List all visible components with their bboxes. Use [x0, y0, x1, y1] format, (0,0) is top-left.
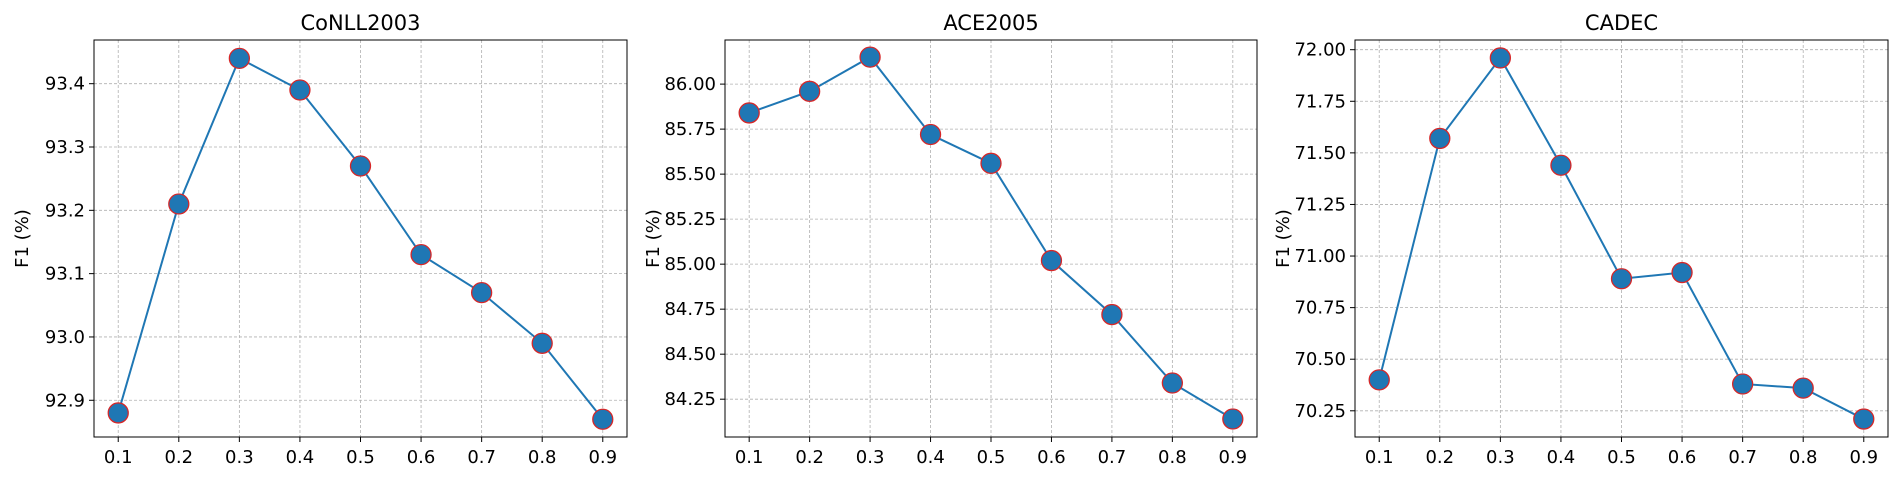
y-tick-label: 84.25: [664, 389, 716, 410]
y-axis-label: F1 (%): [1273, 209, 1294, 268]
x-tick-label: 0.4: [1547, 447, 1576, 468]
chart-panel-1: 0.1 0.2 0.3 0.4 0.5 0.6 0.7 0.8 0.9 84.25 84.50 84.…: [643, 11, 1258, 468]
data-point: [1040, 249, 1063, 272]
data-point: [798, 80, 821, 102]
plot-frame: [1354, 39, 1889, 438]
x-tick-label: 0.8: [1158, 447, 1187, 468]
data-point: [1792, 377, 1814, 399]
data-point: [531, 332, 553, 354]
y-tick-label: 84.50: [664, 344, 716, 365]
y-tick-label: 85.75: [664, 119, 716, 140]
x-tick-label: 0.5: [1607, 447, 1636, 468]
x-tick-label: 0.7: [467, 447, 496, 468]
x-tick-label: 0.4: [916, 447, 945, 468]
y-tick-label: 71.75: [1294, 91, 1346, 112]
y-tick-label: 93.1: [45, 264, 85, 285]
data-point: [1161, 372, 1184, 394]
x-tick-label: 0.1: [104, 447, 133, 468]
y-tick-label: 71.50: [1294, 143, 1346, 164]
plot-frame: [724, 39, 1258, 438]
x-tick-label: 0.9: [1218, 447, 1247, 468]
y-tick-label: 93.4: [45, 74, 85, 95]
x-tick-label: 0.6: [407, 447, 436, 468]
data-point: [228, 47, 251, 70]
x-tick-label: 0.1: [1365, 447, 1394, 468]
y-axis-label: F1 (%): [12, 209, 33, 268]
y-tick-label: 70.25: [1294, 401, 1346, 422]
y-tick-label: 71.25: [1294, 194, 1346, 215]
x-tick-label: 0.9: [588, 447, 617, 468]
data-point: [349, 155, 372, 177]
data-point: [738, 102, 760, 124]
data-point: [289, 79, 311, 101]
y-tick-label: 85.50: [664, 164, 716, 185]
x-tick-label: 0.4: [286, 447, 315, 468]
x-tick-label: 0.3: [225, 447, 254, 468]
data-point: [1489, 47, 1512, 69]
data-point: [1429, 127, 1451, 150]
x-tick-label: 0.3: [1486, 447, 1515, 468]
data-point: [1610, 268, 1633, 290]
chart-title: CoNLL2003: [300, 11, 420, 35]
chart-title: ACE2005: [943, 11, 1038, 35]
y-tick-label: 93.2: [45, 200, 85, 221]
chart-panel-0: 0.1 0.2 0.3 0.4 0.5 0.6 0.7 0.8 0.9 92.9 93.0 93.1 9…: [12, 11, 628, 468]
plot-frame: [93, 39, 628, 438]
y-tick-label: 92.9: [45, 390, 85, 411]
x-tick-label: 0.8: [528, 447, 557, 468]
y-tick-label: 93.0: [45, 327, 85, 348]
x-tick-label: 0.9: [1849, 447, 1878, 468]
y-tick-label: 86.00: [664, 74, 716, 95]
data-point: [980, 152, 1002, 174]
data-point: [168, 193, 190, 215]
chart-panel-2: 0.1 0.2 0.3 0.4 0.5 0.6 0.7 0.8 0.9 70.25 70.50 70.…: [1273, 11, 1889, 468]
y-tick-label: 85.25: [664, 209, 716, 230]
data-point: [410, 243, 432, 266]
x-tick-label: 0.6: [1668, 447, 1697, 468]
y-tick-label: 85.00: [664, 254, 716, 275]
x-tick-label: 0.2: [164, 447, 193, 468]
data-point: [1101, 303, 1123, 326]
data-point: [1550, 154, 1572, 176]
y-axis-label: F1 (%): [643, 209, 664, 268]
x-tick-label: 0.7: [1098, 447, 1127, 468]
data-point: [592, 408, 614, 430]
x-tick-label: 0.8: [1789, 447, 1818, 468]
data-point: [859, 46, 881, 68]
x-tick-label: 0.2: [1425, 447, 1454, 468]
y-tick-label: 71.00: [1294, 246, 1346, 267]
x-tick-label: 0.5: [977, 447, 1006, 468]
y-tick-label: 93.3: [45, 137, 85, 158]
data-point: [470, 281, 493, 304]
data-point: [1731, 373, 1754, 395]
x-tick-label: 0.6: [1037, 447, 1066, 468]
chart-title: CADEC: [1585, 11, 1658, 35]
x-tick-label: 0.1: [735, 447, 764, 468]
data-point: [919, 123, 942, 146]
data-point: [1368, 369, 1390, 391]
x-tick-label: 0.7: [1728, 447, 1757, 468]
y-tick-label: 70.75: [1294, 298, 1346, 319]
x-tick-label: 0.5: [346, 447, 375, 468]
data-point: [107, 402, 129, 424]
data-point: [1853, 408, 1875, 430]
y-tick-label: 70.50: [1294, 349, 1346, 370]
y-tick-label: 84.75: [664, 299, 716, 320]
x-tick-label: 0.2: [795, 447, 824, 468]
y-tick-label: 72.00: [1294, 40, 1346, 61]
data-point: [1222, 408, 1244, 430]
data-point: [1671, 261, 1693, 284]
x-tick-label: 0.3: [856, 447, 885, 468]
